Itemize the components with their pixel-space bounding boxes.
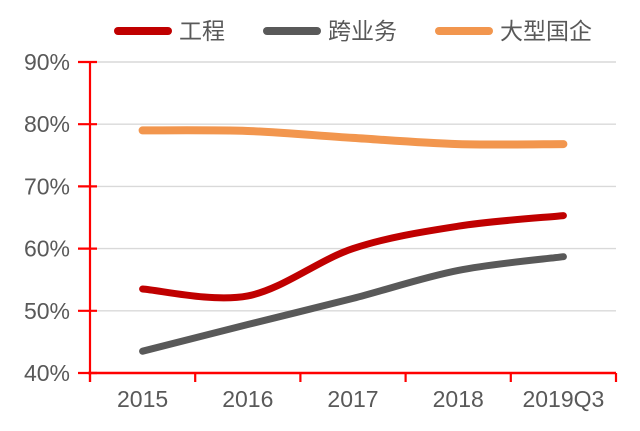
x-tick-label: 2016: [222, 386, 273, 412]
series-line-工程: [139, 212, 567, 302]
legend-swatch-icon: [435, 27, 493, 35]
y-tick-label: 60%: [24, 236, 70, 262]
x-tick-label: 2015: [117, 386, 168, 412]
legend-label: 大型国企: [500, 18, 592, 44]
chart-legend: 工程 跨业务 大型国企: [90, 16, 616, 46]
y-tick-label: 70%: [24, 173, 70, 199]
legend-item-跨业务: 跨业务: [263, 16, 397, 46]
y-tick-label: 50%: [24, 298, 70, 324]
legend-swatch-icon: [263, 27, 321, 35]
y-tick-label: 80%: [24, 111, 70, 137]
y-tick-label: 90%: [24, 49, 70, 75]
series-line-大型国企: [138, 126, 568, 149]
legend-label: 工程: [179, 18, 225, 44]
legend-item-大型国企: 大型国企: [435, 16, 592, 46]
x-tick-label: 2018: [433, 386, 484, 412]
legend-label: 跨业务: [328, 18, 397, 44]
x-tick-label: 2019Q3: [522, 386, 604, 412]
x-tick-label: 2017: [327, 386, 378, 412]
y-tick-label: 40%: [24, 360, 70, 386]
legend-item-工程: 工程: [114, 16, 225, 46]
legend-swatch-icon: [114, 27, 172, 35]
series-line-跨业务: [139, 253, 567, 355]
